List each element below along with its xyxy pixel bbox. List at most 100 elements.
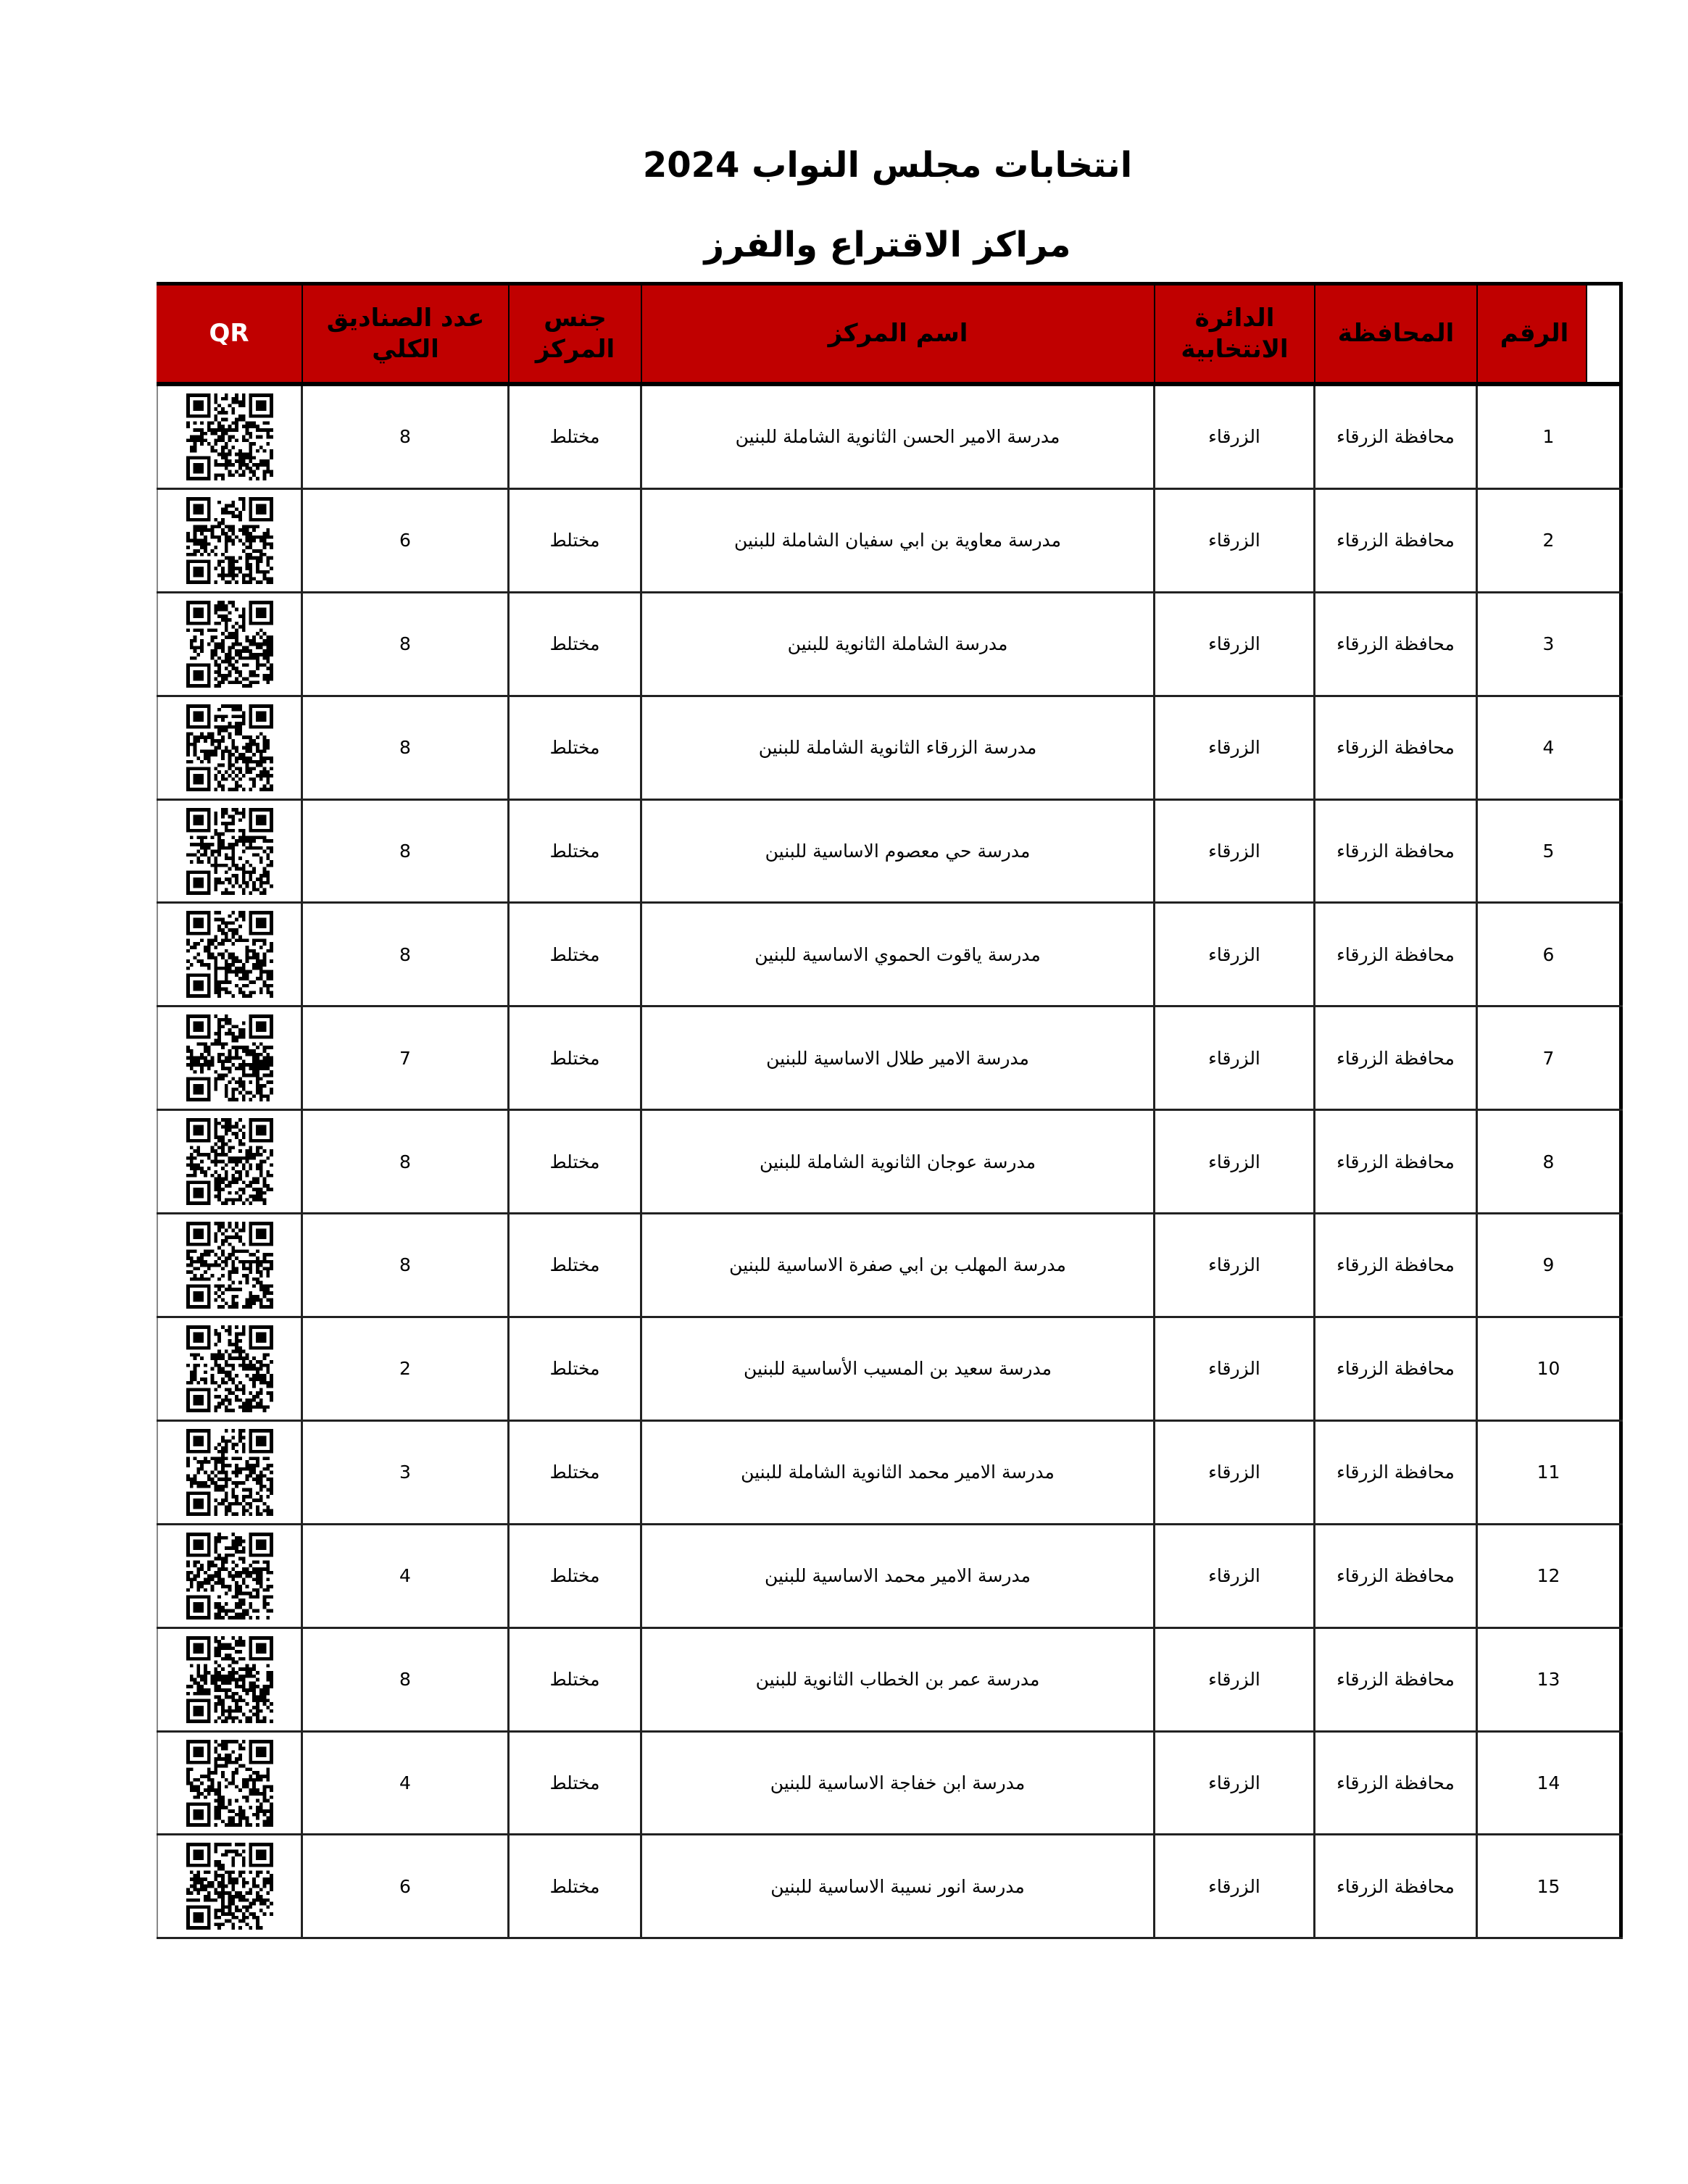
cell-name: مدرسة ابن خفاجة الاساسية للبنين: [642, 1732, 1155, 1834]
qr-code-icon: [186, 911, 273, 999]
cell-gender: مختلط: [510, 904, 642, 1006]
cell-qr[interactable]: [157, 696, 303, 799]
qr-code-icon: [186, 600, 273, 688]
cell-district: الزرقاء: [1155, 1732, 1315, 1834]
cell-district: الزرقاء: [1155, 1525, 1315, 1627]
table-row: 4 مختلط مدرسة الامير محمد الاساسية للبنين ا…: [157, 1525, 1623, 1629]
cell-district: الزرقاء: [1155, 593, 1315, 695]
cell-name: مدرسة عمر بن الخطاب الثانوية للبنين: [642, 1628, 1155, 1730]
cell-qr[interactable]: [157, 1318, 303, 1420]
cell-district: الزرقاء: [1155, 1318, 1315, 1420]
cell-boxes: 4: [303, 1732, 510, 1834]
qr-code-icon: [186, 1739, 273, 1827]
cell-name: مدرسة الامير طلال الاساسية للبنين: [642, 1007, 1155, 1109]
cell-district: الزرقاء: [1155, 904, 1315, 1006]
cell-qr[interactable]: [157, 1628, 303, 1730]
cell-boxes: 4: [303, 1525, 510, 1627]
cell-governorate: محافظة الزرقاء: [1315, 1732, 1478, 1834]
cell-governorate: محافظة الزرقاء: [1315, 800, 1478, 902]
cell-name: مدرسة حي معصوم الاساسية للبنين: [642, 800, 1155, 902]
cell-name: مدرسة عوجان الثانوية الشاملة للبنين: [642, 1111, 1155, 1213]
cell-governorate: محافظة الزرقاء: [1315, 593, 1478, 695]
cell-district: الزرقاء: [1155, 386, 1315, 488]
cell-governorate: محافظة الزرقاء: [1315, 1421, 1478, 1523]
cell-boxes: 8: [303, 386, 510, 488]
header-district: الدائرة الانتخابية: [1155, 285, 1315, 382]
table-row: 2 مختلط مدرسة سعيد بن المسيب الأساسية للبن…: [157, 1318, 1623, 1422]
cell-boxes: 8: [303, 593, 510, 695]
cell-boxes: 6: [303, 1835, 510, 1938]
cell-boxes: 8: [303, 904, 510, 1006]
cell-number: 11: [1478, 1421, 1623, 1523]
cell-name: مدرسة الشاملة الثانوية للبنين: [642, 593, 1155, 695]
cell-district: الزرقاء: [1155, 1007, 1315, 1109]
page-subtitle: مراكز الاقتراع والفرز: [704, 225, 1071, 265]
cell-district: الزرقاء: [1155, 1628, 1315, 1730]
qr-code-icon: [186, 1222, 273, 1309]
table-row: 8 مختلط مدرسة الشاملة الثانوية للبنين الزرق…: [157, 593, 1623, 697]
cell-number: 3: [1478, 593, 1623, 695]
cell-boxes: 6: [303, 489, 510, 591]
cell-number: 14: [1478, 1732, 1623, 1834]
cell-governorate: محافظة الزرقاء: [1315, 386, 1478, 488]
table-row: 6 مختلط مدرسة انور نسيبة الاساسية للبنين ال…: [157, 1835, 1623, 1940]
cell-name: مدرسة انور نسيبة الاساسية للبنين: [642, 1835, 1155, 1938]
cell-governorate: محافظة الزرقاء: [1315, 1007, 1478, 1109]
cell-boxes: 8: [303, 1628, 510, 1730]
header-governorate: المحافظة: [1315, 285, 1478, 382]
cell-qr[interactable]: [157, 1214, 303, 1317]
cell-gender: مختلط: [510, 1007, 642, 1109]
cell-gender: مختلط: [510, 1835, 642, 1938]
header-strip: [1586, 285, 1623, 382]
cell-qr[interactable]: [157, 1525, 303, 1627]
cell-district: الزرقاء: [1155, 800, 1315, 902]
cell-number: 15: [1478, 1835, 1623, 1938]
cell-qr[interactable]: [157, 904, 303, 1006]
cell-qr[interactable]: [157, 1111, 303, 1213]
cell-name: مدرسة سعيد بن المسيب الأساسية للبنين: [642, 1318, 1155, 1420]
cell-governorate: محافظة الزرقاء: [1315, 1318, 1478, 1420]
cell-district: الزرقاء: [1155, 1111, 1315, 1213]
cell-name: مدرسة الامير محمد الاساسية للبنين: [642, 1525, 1155, 1627]
cell-qr[interactable]: [157, 1007, 303, 1109]
cell-qr[interactable]: [157, 593, 303, 695]
cell-boxes: 8: [303, 800, 510, 902]
cell-qr[interactable]: [157, 1732, 303, 1834]
table-header: QR عدد الصناديق الكلي جنس المركز اسم الم…: [157, 282, 1623, 386]
cell-gender: مختلط: [510, 1525, 642, 1627]
cell-governorate: محافظة الزرقاء: [1315, 1214, 1478, 1317]
cell-governorate: محافظة الزرقاء: [1315, 1111, 1478, 1213]
cell-number: 6: [1478, 904, 1623, 1006]
cell-gender: مختلط: [510, 1214, 642, 1317]
qr-code-icon: [186, 1635, 273, 1723]
cell-name: مدرسة معاوية بن ابي سفيان الشاملة للبنين: [642, 489, 1155, 591]
cell-qr[interactable]: [157, 1835, 303, 1938]
cell-gender: مختلط: [510, 1628, 642, 1730]
cell-qr[interactable]: [157, 1421, 303, 1523]
cell-qr[interactable]: [157, 800, 303, 902]
table-row: 8 مختلط مدرسة المهلب بن ابي صفرة الاساسية …: [157, 1214, 1623, 1319]
cell-number: 10: [1478, 1318, 1623, 1420]
cell-number: 5: [1478, 800, 1623, 902]
cell-name: مدرسة المهلب بن ابي صفرة الاساسية للبنين: [642, 1214, 1155, 1317]
qr-code-icon: [186, 1532, 273, 1620]
header-name: اسم المركز: [642, 285, 1155, 382]
page-title: انتخابات مجلس النواب 2024: [642, 145, 1133, 186]
polling-centers-table: QR عدد الصناديق الكلي جنس المركز اسم الم…: [157, 282, 1623, 1940]
table-row: 8 مختلط مدرسة عوجان الثانوية الشاملة للبني…: [157, 1111, 1623, 1215]
qr-code-icon: [186, 704, 273, 791]
cell-district: الزرقاء: [1155, 696, 1315, 799]
cell-qr[interactable]: [157, 489, 303, 591]
cell-governorate: محافظة الزرقاء: [1315, 1525, 1478, 1627]
cell-name: مدرسة ياقوت الحموي الاساسية للبنين: [642, 904, 1155, 1006]
cell-district: الزرقاء: [1155, 1835, 1315, 1938]
table-body: 8 مختلط مدرسة الامير الحسن الثانوية الشامل…: [157, 386, 1623, 1940]
cell-number: 2: [1478, 489, 1623, 591]
cell-name: مدرسة الامير محمد الثانوية الشاملة للبني…: [642, 1421, 1155, 1523]
cell-number: 1: [1478, 386, 1623, 488]
cell-gender: مختلط: [510, 489, 642, 591]
cell-qr[interactable]: [157, 386, 303, 488]
header-qr: QR: [157, 285, 303, 382]
qr-code-icon: [186, 1118, 273, 1206]
cell-gender: مختلط: [510, 1111, 642, 1213]
